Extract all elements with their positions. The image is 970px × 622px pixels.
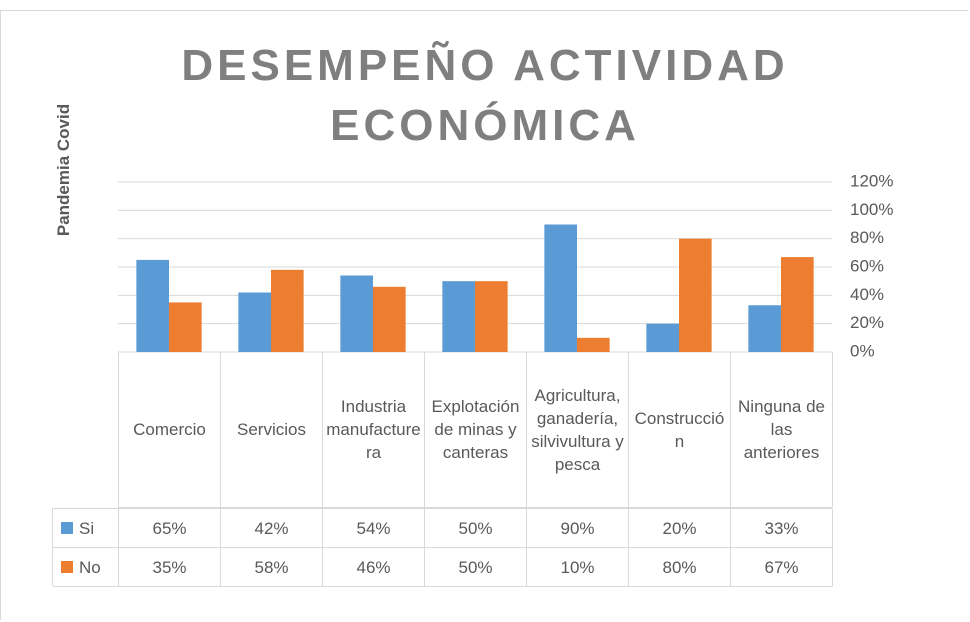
- y-tick-label: 0%: [850, 341, 875, 360]
- legend-label: Si: [79, 518, 95, 538]
- data-table-value: 50%: [425, 509, 527, 548]
- bar: [679, 238, 712, 352]
- category-label: Agricultura, ganadería, silvivultura y p…: [527, 352, 629, 508]
- y-tick-label: 20%: [850, 313, 884, 332]
- bar: [577, 337, 610, 352]
- legend-entry: No: [53, 548, 119, 587]
- bar: [781, 257, 814, 352]
- category-label: Servicios: [221, 352, 323, 508]
- chart-frame: [0, 10, 968, 620]
- category-label: Comercio: [119, 352, 221, 508]
- bar: [373, 286, 406, 352]
- y-tick-label: 40%: [850, 285, 884, 304]
- table-border: [52, 508, 832, 509]
- bar: [544, 224, 577, 352]
- bar: [340, 275, 373, 352]
- category-label: Explotación de minas y canteras: [425, 352, 527, 508]
- bar: [748, 305, 781, 352]
- data-table-value: 54%: [323, 509, 425, 548]
- legend-key: [61, 522, 73, 534]
- data-table-value: 20%: [629, 509, 731, 548]
- bar: [169, 302, 202, 352]
- y-tick-label: 100%: [850, 200, 893, 219]
- data-table-value: 33%: [731, 509, 833, 548]
- chart-title: DESEMPEÑO ACTIVIDAD ECONÓMICA: [181, 41, 789, 150]
- bar: [271, 269, 304, 352]
- data-table-value: 46%: [323, 548, 425, 587]
- y-tick-label: 120%: [850, 171, 893, 190]
- data-table-value: 80%: [629, 548, 731, 587]
- data-table-value: 10%: [527, 548, 629, 587]
- bar: [646, 323, 679, 352]
- legend-label: No: [79, 557, 101, 577]
- bar: [442, 281, 475, 352]
- category-label: Industria manufacturera: [323, 352, 425, 508]
- data-table-value: 67%: [731, 548, 833, 587]
- data-table-value: 58%: [221, 548, 323, 587]
- bar: [475, 281, 508, 352]
- data-table-value: 35%: [119, 548, 221, 587]
- legend-entry: Si: [53, 509, 119, 548]
- data-table-value: 65%: [119, 509, 221, 548]
- legend-key: [61, 561, 73, 573]
- data-table-value: 42%: [221, 509, 323, 548]
- bar: [238, 292, 271, 352]
- table-border: [118, 352, 119, 508]
- data-table-value: 50%: [425, 548, 527, 587]
- y-tick-label: 80%: [850, 228, 884, 247]
- bar: [136, 259, 169, 352]
- table-border: [52, 508, 53, 586]
- category-label: Ninguna de las anteriores: [731, 352, 833, 508]
- y-tick-label: 60%: [850, 256, 884, 275]
- category-label: Construcción: [629, 352, 731, 508]
- data-table-value: 90%: [527, 509, 629, 548]
